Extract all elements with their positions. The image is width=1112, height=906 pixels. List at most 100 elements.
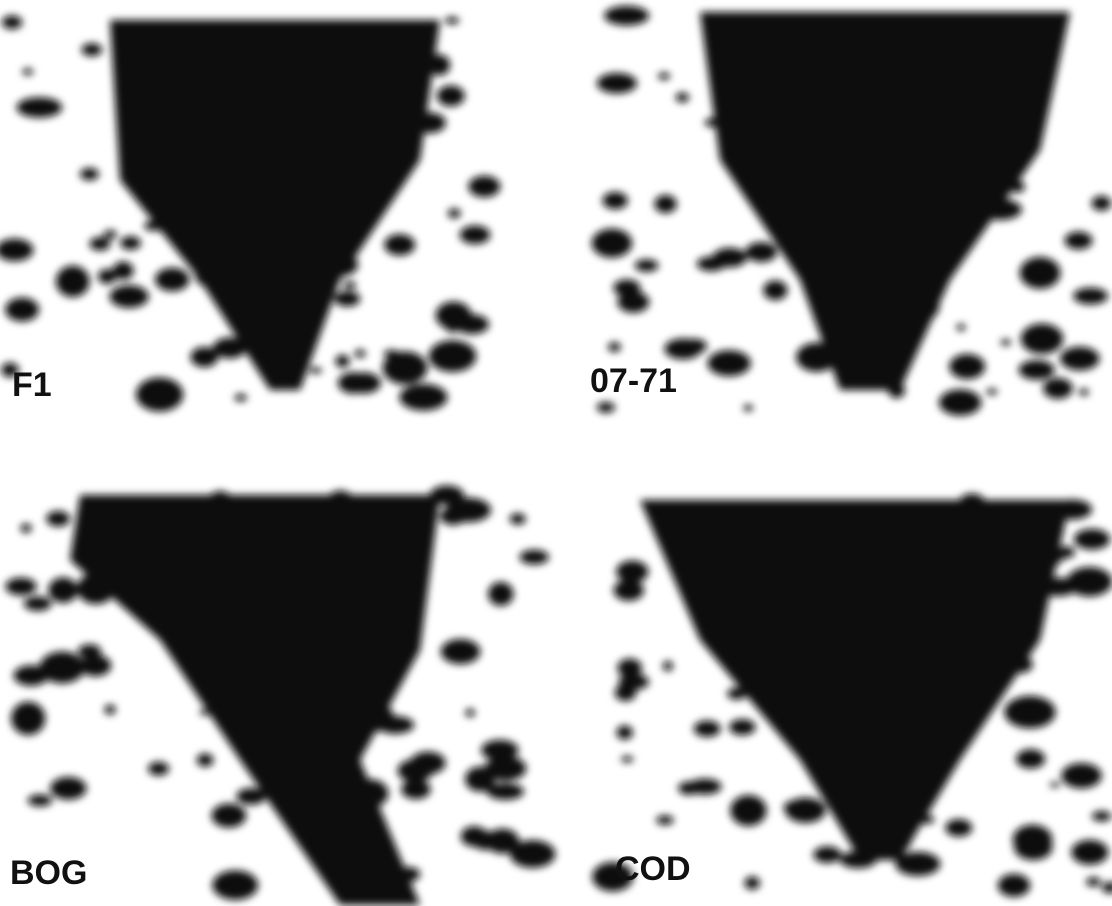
gel-spot <box>973 42 992 57</box>
gel-spot <box>322 98 359 123</box>
gel-spot <box>772 147 790 156</box>
gel-spot <box>50 777 86 800</box>
gel-spot <box>949 354 985 379</box>
gel-spot <box>813 846 841 863</box>
gel-spot <box>618 291 650 312</box>
figure: F1 07-71 BOG COD <box>0 0 1112 906</box>
gel-spot <box>878 597 898 611</box>
gel-spot <box>105 705 116 715</box>
gel-spot <box>249 661 290 687</box>
gel-spot <box>616 725 632 739</box>
gel-spot <box>371 122 380 127</box>
gel-spot <box>979 199 1022 220</box>
gel-spot <box>775 653 789 662</box>
gel-spot <box>778 699 816 729</box>
gel-spot <box>334 291 360 306</box>
gel-spot <box>306 556 351 578</box>
gel-spot <box>244 176 263 184</box>
gel-spot <box>104 230 117 238</box>
gel-spot <box>1079 389 1089 396</box>
gel-spot <box>694 721 721 737</box>
panel-label: F1 <box>12 366 52 404</box>
gel-spot <box>448 209 461 219</box>
gel-spot <box>888 383 905 398</box>
gel-smear <box>640 500 1070 860</box>
gel-spot <box>5 578 36 595</box>
gel-spot <box>945 819 972 836</box>
gel-spot <box>309 247 350 274</box>
gel-spot <box>998 874 1030 897</box>
gel-spot <box>430 486 464 505</box>
gel-spot <box>727 688 746 700</box>
gel-spot <box>410 752 445 775</box>
gel-spot <box>399 384 447 411</box>
gel-spot <box>2 16 22 30</box>
gel-spot <box>465 767 495 792</box>
gel-spot <box>1004 696 1055 728</box>
gel-spot <box>136 377 183 411</box>
gel-spot <box>110 285 149 308</box>
gel-spot <box>603 192 628 209</box>
gel-spot <box>313 584 338 602</box>
gel-spot <box>939 389 981 415</box>
gel-spot <box>486 829 519 854</box>
gel-spot <box>899 249 933 279</box>
gel-spot <box>300 68 327 82</box>
gel-spot <box>621 756 633 762</box>
gel-spot <box>1067 567 1112 596</box>
gel-spot <box>656 816 674 825</box>
gel-spot <box>429 340 477 372</box>
gel-spot <box>383 351 428 384</box>
gel-spot <box>21 524 32 533</box>
gel-spot <box>78 644 101 658</box>
gel-spot <box>1071 840 1108 865</box>
gel-spot <box>468 176 500 197</box>
gel-spot <box>212 870 258 899</box>
gel-spot <box>744 877 759 890</box>
gel-spot <box>705 118 721 127</box>
gel-spot <box>1092 811 1112 821</box>
gel-spot <box>90 237 111 250</box>
gel-spot <box>957 324 966 331</box>
gel-spot <box>860 754 896 781</box>
gel-spot <box>1020 118 1037 129</box>
gel-spot <box>332 845 346 854</box>
gel-spot <box>936 115 968 141</box>
gel-spot <box>597 402 615 413</box>
gel-spot <box>785 798 826 823</box>
gel-spot <box>729 719 755 735</box>
gel-spot <box>348 205 357 214</box>
gel-spot <box>614 580 644 601</box>
gel-spot <box>241 302 266 313</box>
gel-spot <box>730 795 766 826</box>
gel-spot <box>1009 656 1033 673</box>
gel-spot <box>863 316 882 328</box>
gel-spot <box>608 342 620 352</box>
gel-spot <box>1074 529 1110 550</box>
gel-spot <box>1086 877 1101 886</box>
gel-spot <box>364 887 378 896</box>
gel-spot <box>413 113 446 134</box>
gel-spot <box>144 221 163 231</box>
gel-spot <box>428 55 450 76</box>
gel-spot <box>693 580 707 590</box>
gel-spot <box>209 491 232 509</box>
gel-spot <box>347 701 394 732</box>
gel-spot <box>384 234 415 255</box>
gel-spot <box>39 652 85 684</box>
gel-spot <box>170 648 184 657</box>
gel-spot <box>211 804 246 828</box>
gel-spot <box>978 132 1006 150</box>
gel-spot <box>46 511 70 526</box>
gel-spot <box>0 239 33 262</box>
gel-spot <box>688 779 721 795</box>
gel-spot <box>929 670 955 686</box>
gel-spot <box>445 17 459 24</box>
gel-spot <box>355 350 366 358</box>
gel-spot <box>881 697 910 724</box>
gel-spot <box>745 242 777 262</box>
gel-spot <box>960 494 984 508</box>
gel-spot <box>195 265 231 288</box>
gel-spot <box>343 556 394 585</box>
gel-spot <box>335 355 349 368</box>
